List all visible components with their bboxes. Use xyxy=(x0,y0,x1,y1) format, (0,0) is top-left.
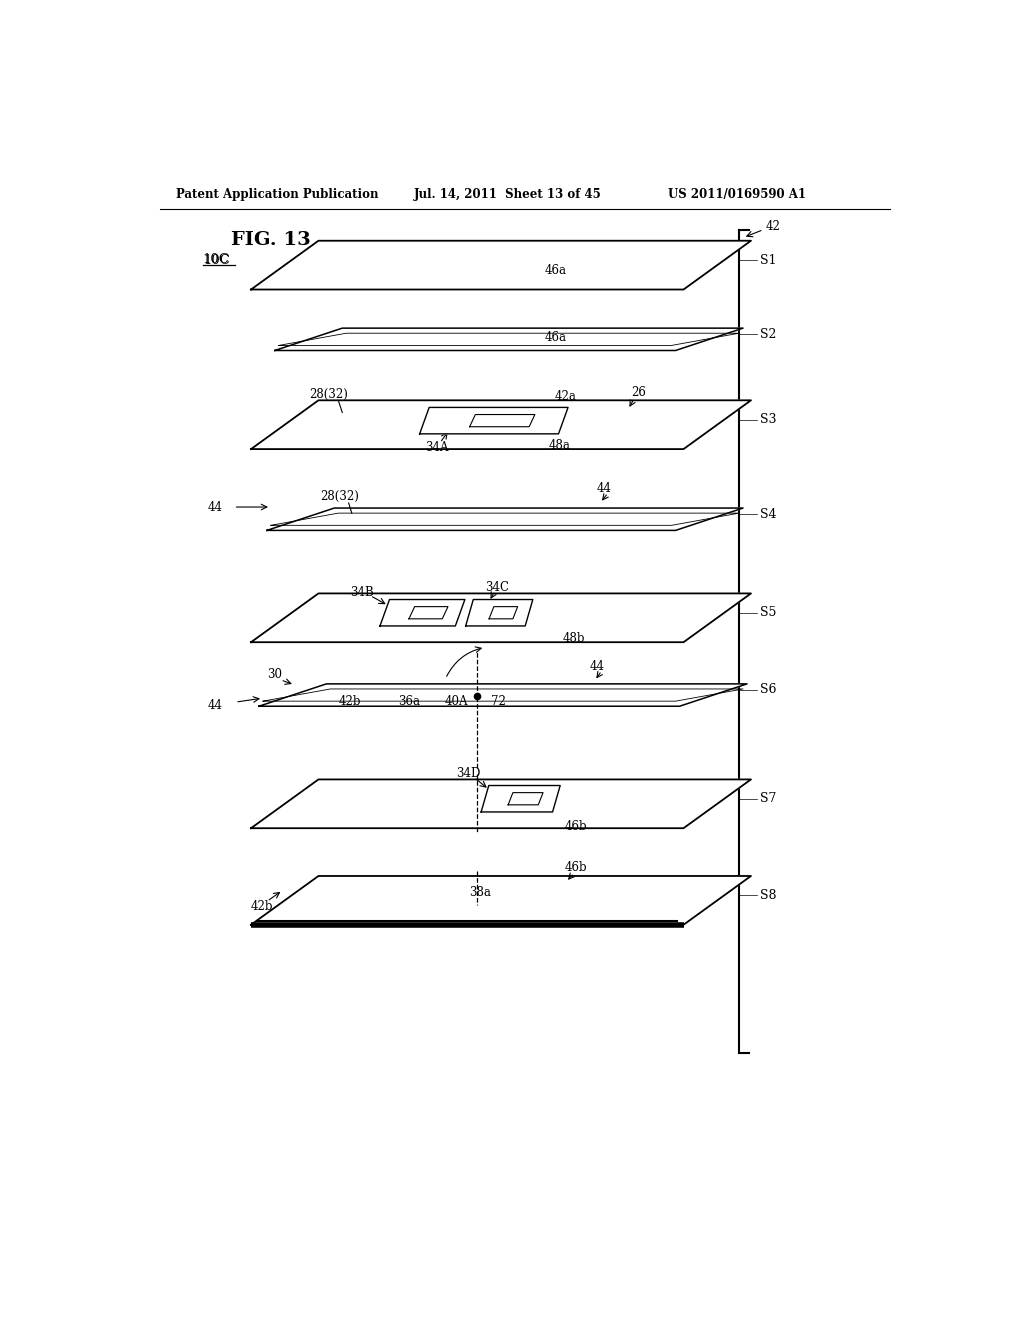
Text: S8: S8 xyxy=(761,888,777,902)
Text: 44: 44 xyxy=(596,482,611,495)
Polygon shape xyxy=(380,599,465,626)
Polygon shape xyxy=(267,508,743,531)
Text: S6: S6 xyxy=(761,684,777,697)
Text: 44: 44 xyxy=(207,500,222,513)
Text: 48a: 48a xyxy=(549,438,570,451)
Text: S2: S2 xyxy=(761,327,777,341)
Text: 46a: 46a xyxy=(545,264,566,277)
Polygon shape xyxy=(466,599,532,626)
Text: 42: 42 xyxy=(765,220,780,234)
Polygon shape xyxy=(508,792,543,805)
Text: 46b: 46b xyxy=(564,862,587,874)
Polygon shape xyxy=(251,779,751,828)
Text: S7: S7 xyxy=(761,792,777,805)
Text: 30: 30 xyxy=(267,668,282,681)
Text: 34D: 34D xyxy=(456,767,480,780)
Text: 38a: 38a xyxy=(469,886,492,899)
Text: Patent Application Publication: Patent Application Publication xyxy=(176,189,378,202)
Text: 36a: 36a xyxy=(397,694,420,708)
Polygon shape xyxy=(251,400,751,449)
Polygon shape xyxy=(251,594,751,643)
Polygon shape xyxy=(409,607,447,619)
Text: US 2011/0169590 A1: US 2011/0169590 A1 xyxy=(668,189,806,202)
Text: S4: S4 xyxy=(761,508,777,520)
Text: 10C: 10C xyxy=(203,252,229,265)
Polygon shape xyxy=(259,684,746,706)
Text: Jul. 14, 2011  Sheet 13 of 45: Jul. 14, 2011 Sheet 13 of 45 xyxy=(414,189,601,202)
Text: 42b: 42b xyxy=(338,694,360,708)
Text: 48b: 48b xyxy=(563,632,586,644)
Text: 42a: 42a xyxy=(555,389,577,403)
Text: 34C: 34C xyxy=(485,581,509,594)
Text: 46b: 46b xyxy=(564,820,587,833)
Polygon shape xyxy=(489,607,518,619)
Polygon shape xyxy=(274,329,743,351)
Text: 44: 44 xyxy=(207,698,222,711)
Text: S5: S5 xyxy=(761,606,777,619)
Text: 46a: 46a xyxy=(545,331,566,343)
Text: 34A: 34A xyxy=(426,441,450,454)
Text: 42b: 42b xyxy=(251,900,273,913)
Polygon shape xyxy=(251,240,751,289)
Text: FIG. 13: FIG. 13 xyxy=(231,231,311,248)
Text: S1: S1 xyxy=(761,253,777,267)
Text: 28(32): 28(32) xyxy=(321,490,359,503)
Polygon shape xyxy=(251,876,751,925)
Polygon shape xyxy=(470,414,535,426)
Text: S3: S3 xyxy=(761,413,777,426)
Text: 26: 26 xyxy=(631,385,646,399)
Text: 72: 72 xyxy=(492,694,506,708)
Text: 40A: 40A xyxy=(444,694,468,708)
Text: 28(32): 28(32) xyxy=(309,388,348,401)
Text: 34B: 34B xyxy=(350,586,374,599)
Polygon shape xyxy=(481,785,560,812)
Polygon shape xyxy=(420,408,568,434)
Text: 44: 44 xyxy=(590,660,605,673)
Text: 10C: 10C xyxy=(204,253,230,267)
